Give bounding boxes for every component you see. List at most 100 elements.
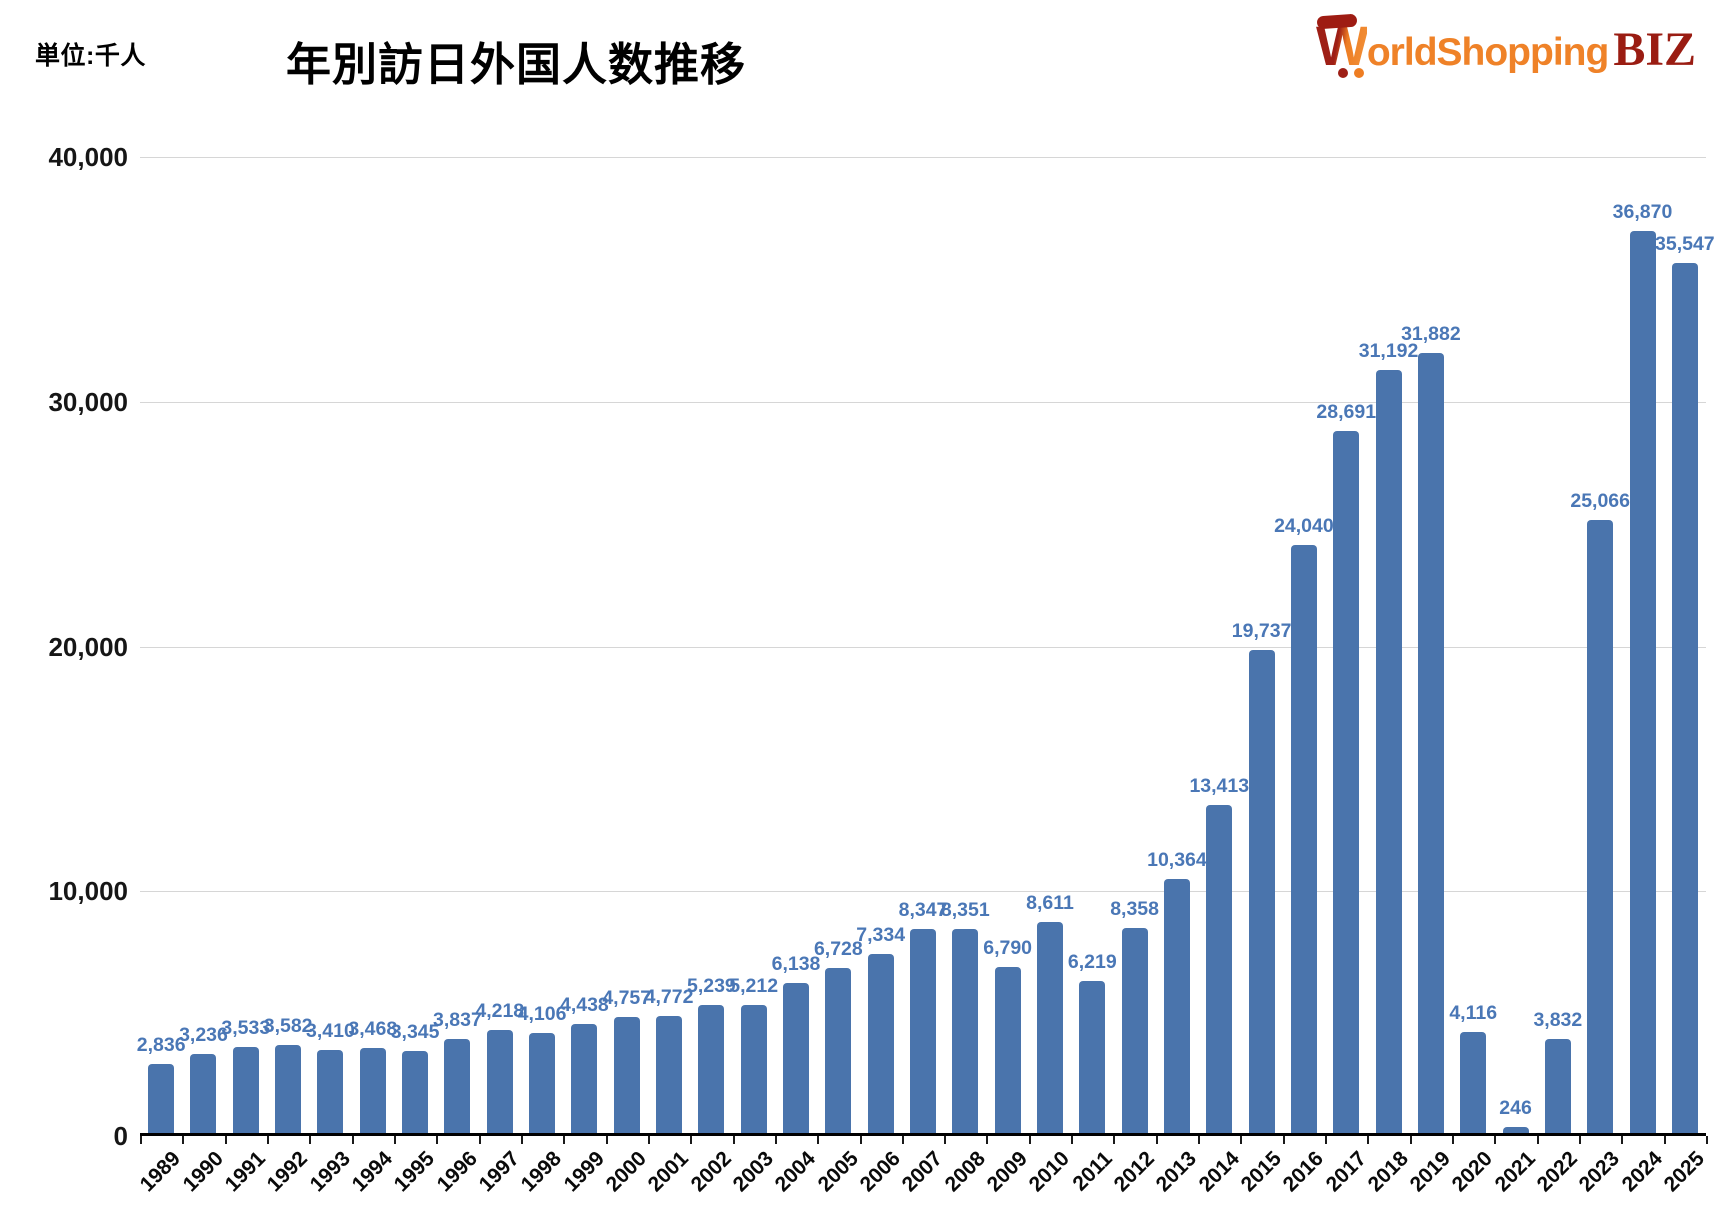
x-axis-tick-label: 2020 <box>1448 1147 1498 1197</box>
bar-2019 <box>1417 352 1444 1133</box>
bar-2023 <box>1587 519 1614 1133</box>
x-axis-tick-label: 2005 <box>813 1147 863 1197</box>
bar-1989 <box>148 1063 175 1133</box>
x-axis-tick-mark <box>436 1136 439 1144</box>
bar-value-label-1993: 3,410 <box>306 1019 355 1042</box>
x-axis-tick-label: 1994 <box>347 1147 398 1197</box>
bar-value-label-2011: 6,219 <box>1067 950 1117 973</box>
x-axis-tick-mark <box>859 1136 862 1144</box>
x-axis-tick-mark <box>1198 1136 1201 1144</box>
x-axis-tick-label: 2015 <box>1236 1147 1286 1197</box>
bar-value-label-2008: 8,351 <box>940 898 990 921</box>
x-axis-tick-mark <box>1663 1136 1666 1144</box>
bar-value-label-1996: 3,837 <box>433 1009 482 1032</box>
x-axis-tick-label: 1995 <box>390 1147 440 1197</box>
x-axis-tick-mark <box>393 1136 396 1144</box>
bar-2012 <box>1121 928 1148 1133</box>
bar-1994 <box>359 1048 386 1133</box>
bar-value-label-1999: 4,438 <box>559 994 609 1017</box>
x-axis-tick-label: 2021 <box>1490 1147 1540 1197</box>
x-axis-tick-mark <box>1706 1136 1708 1144</box>
bar-1996 <box>444 1039 471 1133</box>
bar-value-label-1995: 3,345 <box>390 1021 440 1044</box>
x-axis-tick-label: 2004 <box>770 1147 821 1197</box>
x-axis-tick-mark <box>1240 1136 1243 1144</box>
x-axis-tick-label: 2001 <box>644 1147 694 1197</box>
x-axis-tick-mark <box>140 1136 142 1144</box>
bar-1991 <box>232 1046 259 1133</box>
x-axis-tick-label: 2025 <box>1659 1147 1710 1197</box>
bar-1995 <box>402 1051 429 1133</box>
x-axis-tick-mark <box>266 1136 269 1144</box>
bar-2003 <box>740 1005 767 1133</box>
x-axis-tick-mark <box>1367 1136 1370 1144</box>
y-axis-tick-label: 30,000 <box>48 386 128 417</box>
bar-value-label-2012: 8,358 <box>1110 898 1160 921</box>
x-axis-tick-mark <box>1621 1136 1624 1144</box>
x-axis-tick-label: 2009 <box>982 1147 1032 1197</box>
bar-2024 <box>1629 230 1656 1133</box>
bar-2015 <box>1248 649 1275 1133</box>
bar-1992 <box>275 1045 302 1133</box>
x-axis-tick-mark <box>520 1136 523 1144</box>
x-axis-tick-mark <box>1282 1136 1285 1144</box>
x-axis-tick-mark <box>1155 1136 1158 1144</box>
x-axis-tick-label: 1989 <box>136 1147 186 1197</box>
bar-1998 <box>529 1032 556 1133</box>
x-axis-tick-label: 2010 <box>1024 1147 1075 1197</box>
y-axis-tick-label: 20,000 <box>48 631 128 662</box>
x-axis-tick-label: 2006 <box>855 1147 905 1197</box>
x-axis-tick-mark <box>774 1136 777 1144</box>
bar-1990 <box>190 1053 217 1133</box>
x-axis-tick-label: 2003 <box>728 1147 778 1197</box>
bar-value-label-2005: 6,728 <box>813 938 863 961</box>
cart-handle-icon <box>1316 13 1358 30</box>
x-axis-tick-label: 2019 <box>1405 1147 1456 1197</box>
x-axis-tick-label: 1992 <box>263 1147 313 1197</box>
bar-value-label-2014: 13,413 <box>1189 774 1250 797</box>
worldshopping-biz-logo: WorldShopping BIZ <box>1316 6 1696 86</box>
x-axis-tick-label: 2017 <box>1321 1147 1371 1197</box>
gridline <box>140 646 1706 648</box>
page-title: 年別訪日外国人数推移 <box>286 39 747 90</box>
x-axis-tick-mark <box>478 1136 481 1144</box>
x-axis-tick-label: 2002 <box>686 1147 736 1197</box>
x-axis-tick-mark <box>901 1136 904 1144</box>
logo-suffix: BIZ <box>1613 23 1697 76</box>
bar-value-label-2020: 4,116 <box>1449 1002 1498 1025</box>
bar-2010 <box>1036 922 1063 1133</box>
x-axis-tick-mark <box>986 1136 989 1144</box>
bar-value-label-2017: 28,691 <box>1316 400 1377 423</box>
bar-value-label-1998: 4,106 <box>517 1002 567 1025</box>
bar-value-label-2010: 8,611 <box>1026 892 1074 915</box>
bar-value-label-2002: 5,239 <box>686 974 736 997</box>
x-axis-tick-label: 1998 <box>517 1147 567 1197</box>
bar-2011 <box>1079 980 1106 1133</box>
cart-wheel-icon <box>1354 68 1364 78</box>
plot-area: 2,836 1989 3,236 1990 3,533 1991 3,582 1992 3,41… <box>136 157 1715 1196</box>
x-axis-tick-label: 1990 <box>178 1147 228 1197</box>
x-axis-tick-label: 1997 <box>474 1147 525 1197</box>
bar-2017 <box>1333 430 1360 1133</box>
bar-2021 <box>1502 1126 1529 1133</box>
x-axis-tick-label: 1993 <box>305 1147 355 1197</box>
bar-value-label-2023: 25,066 <box>1570 489 1631 512</box>
bar-2007 <box>910 928 936 1133</box>
bar-1993 <box>317 1049 344 1133</box>
bar-value-label-1997: 4,218 <box>475 999 525 1022</box>
bar-2002 <box>698 1004 725 1133</box>
x-axis-tick-mark <box>1579 1136 1582 1144</box>
x-axis-tick-mark <box>351 1136 354 1144</box>
unit-label: 単位:千人 <box>35 42 146 70</box>
bar-2000 <box>613 1016 640 1133</box>
x-axis-tick-mark <box>605 1136 608 1144</box>
bar-value-label-2009: 6,790 <box>983 936 1033 959</box>
bar-2005 <box>825 968 852 1133</box>
gridline <box>140 891 1706 893</box>
bar-2020 <box>1460 1032 1487 1133</box>
y-axis-tick-label: 40,000 <box>48 142 128 172</box>
bar-value-label-1991: 3,533 <box>221 1016 271 1039</box>
bar-value-label-2013: 10,364 <box>1147 849 1207 872</box>
bar-value-label-2019: 31,882 <box>1401 322 1461 345</box>
y-axis-tick-label: 10,000 <box>48 876 128 907</box>
